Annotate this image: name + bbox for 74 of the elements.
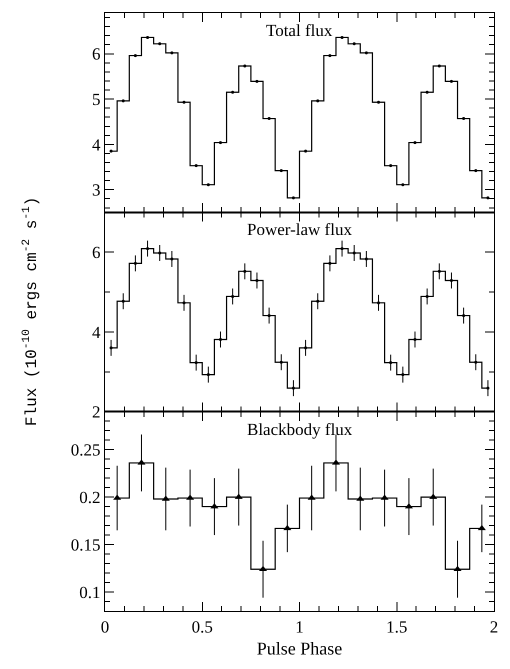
point (170, 257, 174, 260)
point (182, 100, 186, 104)
point (170, 51, 174, 54)
point (110, 346, 113, 350)
point (478, 524, 486, 530)
y-tick-label: 0.15 (70, 536, 100, 555)
x-tick-label: 1.5 (386, 618, 408, 636)
y-tick-label: 0.2 (79, 488, 100, 508)
text: Blackbody flux (247, 420, 353, 439)
point (231, 90, 234, 94)
point (364, 51, 368, 54)
text: Power-law flux (247, 220, 352, 239)
x-tick-label: 1 (295, 618, 304, 636)
point (356, 495, 364, 501)
text: Total flux (266, 21, 333, 40)
point (352, 42, 356, 46)
point (134, 54, 137, 58)
point (486, 196, 490, 200)
point (462, 314, 466, 318)
point (389, 164, 392, 168)
point (316, 99, 320, 102)
point (110, 150, 113, 153)
point (283, 524, 292, 530)
y-tick-label: 6 (92, 243, 100, 262)
x-axis-title: Pulse Phase (256, 638, 342, 659)
point (243, 64, 246, 68)
point (268, 314, 271, 318)
point (328, 54, 332, 58)
point (255, 80, 258, 83)
point (352, 251, 356, 254)
y-tick-label: 3 (92, 180, 100, 200)
point (280, 360, 283, 364)
y-tick-label: 5 (92, 90, 100, 110)
point (162, 495, 170, 501)
point (243, 270, 246, 273)
point (304, 346, 308, 350)
point (364, 257, 368, 260)
point (122, 300, 125, 303)
point (438, 270, 441, 273)
y-tick-label: 6 (92, 44, 100, 64)
point (206, 183, 210, 186)
point (206, 373, 210, 376)
point (413, 141, 416, 144)
point (134, 262, 137, 265)
point (122, 99, 125, 102)
y-tick-label: 4 (92, 135, 101, 154)
point (280, 169, 283, 172)
point (304, 150, 308, 153)
point (389, 361, 392, 364)
point (328, 262, 332, 265)
x-tick-label: 0.5 (192, 618, 213, 636)
point (316, 300, 320, 303)
point (218, 141, 222, 144)
point (194, 164, 198, 168)
point (474, 169, 478, 172)
point (401, 373, 404, 376)
point (377, 100, 380, 104)
y-tick-label: 4 (92, 322, 101, 342)
point (426, 90, 429, 94)
y-tick-label: 0.1 (79, 582, 100, 602)
x-tick-label: 0 (100, 618, 110, 636)
point (194, 361, 198, 364)
x-tick-label: 2 (490, 618, 498, 636)
point (292, 196, 295, 200)
point (438, 64, 441, 68)
point (231, 294, 234, 298)
point (426, 294, 429, 298)
point (474, 360, 478, 364)
y-tick-label: 2 (92, 402, 100, 422)
point (158, 42, 162, 46)
y-tick-label: 0.25 (70, 440, 100, 460)
point (158, 251, 162, 254)
point (401, 183, 404, 186)
point (450, 80, 453, 83)
